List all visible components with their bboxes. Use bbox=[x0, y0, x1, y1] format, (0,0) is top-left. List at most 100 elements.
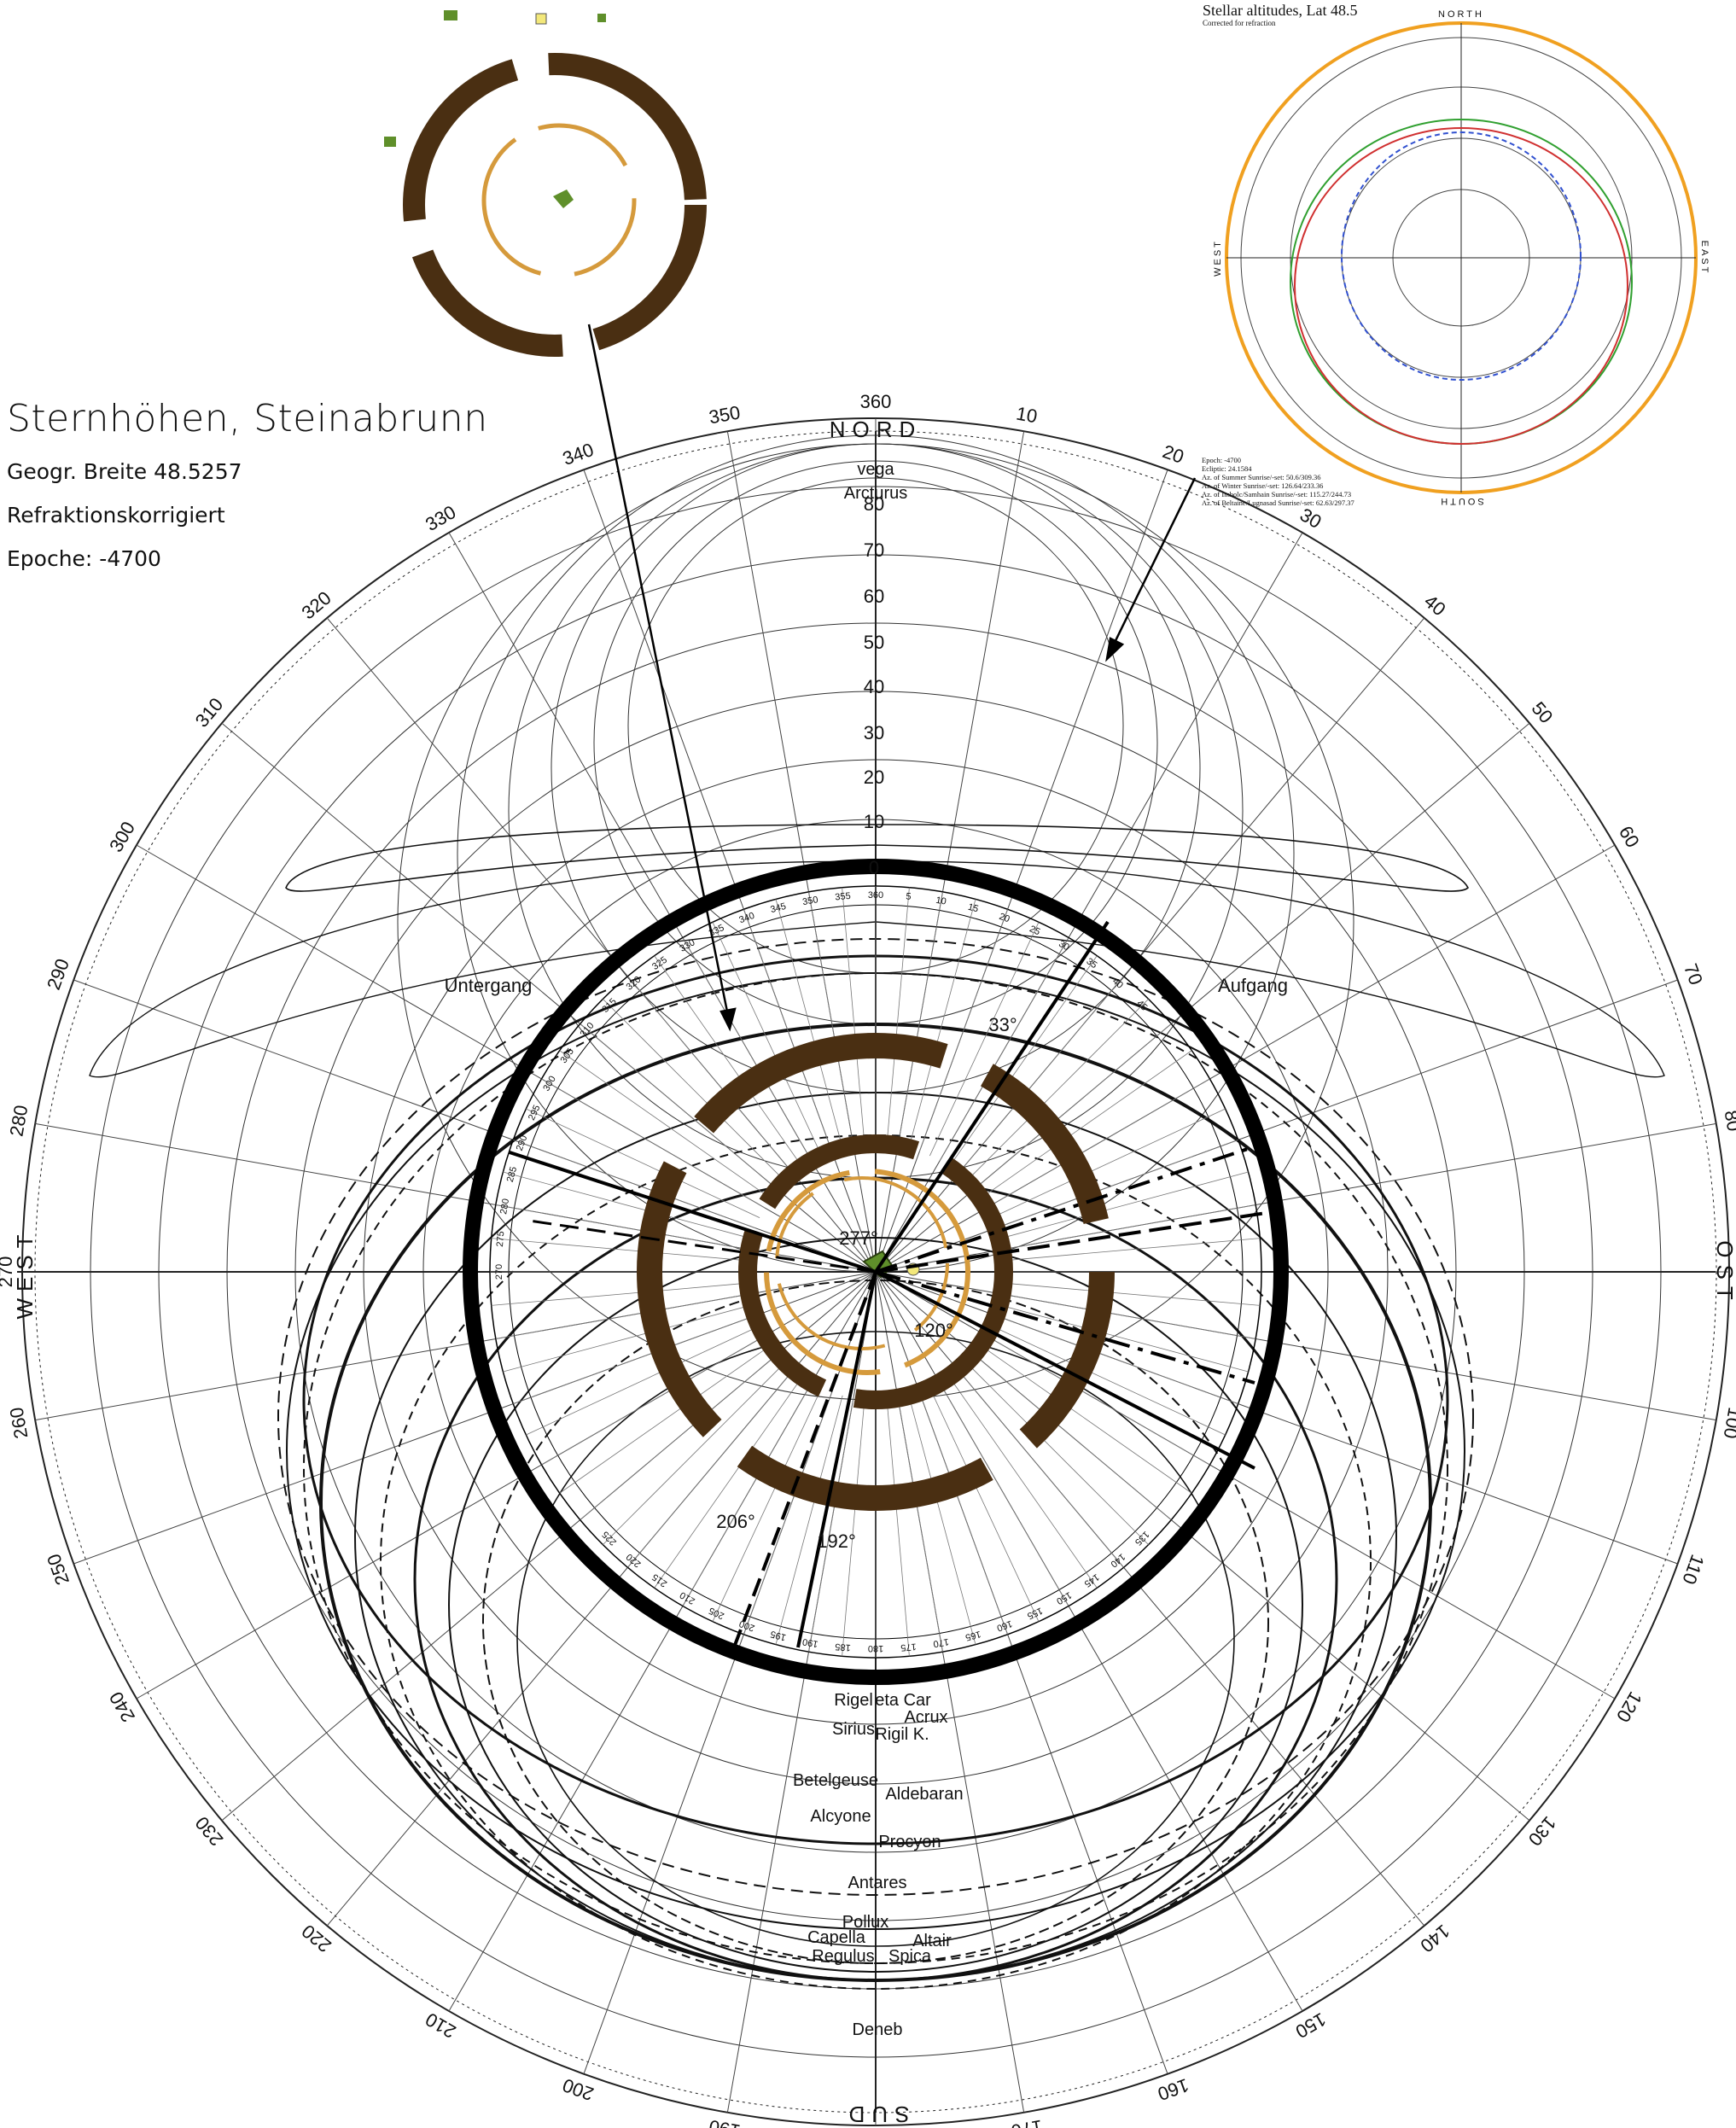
inset-legend-line: Ecliptic: 24.1584 bbox=[1202, 464, 1252, 473]
inner-tick bbox=[991, 1108, 1226, 1218]
inset-legend-line: Az. of Imbolc/Samhain Sunrise/-set: 115.… bbox=[1202, 490, 1352, 498]
inner-tick bbox=[958, 976, 1124, 1175]
inner-tick bbox=[1001, 1204, 1256, 1251]
inner-tick bbox=[948, 955, 1098, 1168]
inner-tick bbox=[682, 937, 813, 1162]
star-label: Procyon bbox=[878, 1833, 941, 1851]
star-label: Regulus bbox=[812, 1947, 874, 1966]
star-label: Pollux bbox=[842, 1913, 888, 1932]
inner-tick bbox=[682, 1382, 813, 1606]
alignment-angle-label: 277° bbox=[839, 1227, 878, 1249]
star-label: Aldebaran bbox=[885, 1785, 963, 1804]
inner-ring-label: 180 bbox=[868, 1643, 883, 1653]
inner-tick bbox=[958, 1369, 1124, 1568]
azimuth-label: 100 bbox=[1720, 1406, 1736, 1441]
inner-tick bbox=[513, 1315, 756, 1404]
azimuth-label: 190 bbox=[708, 2116, 743, 2128]
inner-tick bbox=[1001, 1293, 1256, 1339]
inner-ring-label: 165 bbox=[964, 1629, 982, 1642]
altitude-label: 0 bbox=[869, 857, 879, 878]
north-label: NORD bbox=[830, 417, 923, 442]
inner-tick bbox=[559, 1344, 772, 1494]
inner-ring-label: 185 bbox=[835, 1641, 851, 1653]
inset-legend-line: Az. of Beltaine/Lugnasad Sunrise/-set: 6… bbox=[1202, 498, 1354, 507]
sunrise-label: Aufgang bbox=[1218, 975, 1288, 996]
azimuth-label: 220 bbox=[298, 1921, 335, 1957]
inner-tick bbox=[995, 1315, 1238, 1404]
inset-legend-line: Az. of Winter Sunrise/-set: 126.64/233.3… bbox=[1202, 481, 1324, 490]
inner-tick bbox=[495, 1204, 750, 1251]
inset-subtitle: Corrected for refraction bbox=[1203, 19, 1276, 27]
azimuth-label: 60 bbox=[1615, 822, 1644, 851]
azimuth-label: 350 bbox=[708, 401, 743, 428]
inner-ring-label: 270 bbox=[494, 1264, 504, 1280]
inset-polar-chart bbox=[1225, 21, 1698, 494]
inner-tick bbox=[918, 1391, 1008, 1635]
altitude-label: 30 bbox=[864, 722, 884, 743]
alignment-lines bbox=[509, 920, 1273, 1648]
inner-tick bbox=[897, 1397, 943, 1653]
azimuth-label: 110 bbox=[1678, 1552, 1708, 1588]
inner-tick bbox=[908, 899, 976, 1149]
inner-ring-label: 160 bbox=[995, 1618, 1013, 1634]
inner-tick bbox=[980, 1344, 1192, 1494]
alignment-angle-label: 206° bbox=[716, 1511, 755, 1532]
inner-ring-label: 300 bbox=[541, 1075, 558, 1093]
star-label: Betelgeuse bbox=[793, 1771, 878, 1790]
horizon-ring bbox=[463, 859, 1289, 1685]
inner-ring-label: 285 bbox=[505, 1165, 519, 1183]
inner-ring-label: 145 bbox=[1082, 1571, 1101, 1589]
azimuth-label: 290 bbox=[43, 956, 73, 993]
inner-ring-label: 150 bbox=[1055, 1589, 1074, 1606]
inner-ring-label: 345 bbox=[769, 901, 787, 915]
inner-ring-label: 175 bbox=[900, 1641, 917, 1653]
inner-tick bbox=[965, 999, 1149, 1182]
azimuth-label: 160 bbox=[1155, 2074, 1191, 2105]
inset-north-label: NORTH bbox=[1438, 9, 1484, 20]
inner-tick bbox=[541, 1335, 766, 1466]
inner-tick bbox=[842, 1399, 865, 1657]
label-layer: 3601020304050607080901001101201301401501… bbox=[0, 9, 1736, 2128]
earthwork-rings bbox=[637, 1033, 1115, 1511]
star-label: Antares bbox=[848, 1874, 907, 1892]
inset-west-label: WEST bbox=[1213, 239, 1223, 277]
inner-tick bbox=[712, 922, 822, 1157]
star-label: Deneb bbox=[853, 2020, 903, 2039]
inner-tick bbox=[1003, 1238, 1261, 1262]
inner-tick bbox=[842, 887, 865, 1145]
inner-tick bbox=[495, 1293, 750, 1339]
inner-ring-label: 360 bbox=[868, 890, 883, 901]
azimuth-label: 40 bbox=[1420, 591, 1450, 621]
inner-tick bbox=[980, 1050, 1192, 1199]
azimuth-label: 70 bbox=[1680, 961, 1707, 988]
inner-tick bbox=[603, 999, 786, 1182]
inner-ring-label: 200 bbox=[737, 1618, 755, 1634]
inset-title: Stellar altitudes, Lat 48.5 bbox=[1203, 2, 1358, 19]
inner-tick bbox=[808, 891, 854, 1146]
inner-ring-label: 170 bbox=[932, 1636, 949, 1649]
inner-tick bbox=[491, 1282, 749, 1306]
star-label: Acrux bbox=[904, 1708, 947, 1727]
azimuth-label: 140 bbox=[1416, 1921, 1453, 1957]
inner-tick bbox=[627, 1369, 794, 1568]
inner-ring-label: 210 bbox=[679, 1589, 697, 1606]
epoch-line: Epoche: -4700 bbox=[7, 546, 161, 571]
inner-tick bbox=[654, 1376, 803, 1589]
inset-legend: Epoch: -4700 Ecliptic: 24.1584 Az. of Su… bbox=[1202, 456, 1354, 507]
inner-tick bbox=[939, 937, 1069, 1162]
azimuth-label: 260 bbox=[5, 1406, 32, 1441]
altitude-label: 60 bbox=[864, 586, 884, 607]
alignment-angle-label: 33° bbox=[988, 1014, 1017, 1035]
inner-tick bbox=[503, 1304, 753, 1373]
inner-tick bbox=[948, 1376, 1098, 1589]
latitude-line: Geogr. Breite 48.5257 bbox=[7, 459, 242, 484]
star-label: Altair bbox=[912, 1932, 952, 1950]
inner-ring-label: 355 bbox=[835, 891, 851, 903]
inner-tick bbox=[918, 909, 1008, 1152]
inner-ring-label: 205 bbox=[708, 1605, 726, 1621]
inner-ticks bbox=[490, 886, 1261, 1658]
altitude-label: 80 bbox=[864, 493, 884, 515]
inner-tick bbox=[999, 1171, 1249, 1239]
inner-ring-label: 340 bbox=[737, 911, 755, 926]
altitude-label: 50 bbox=[864, 632, 884, 653]
